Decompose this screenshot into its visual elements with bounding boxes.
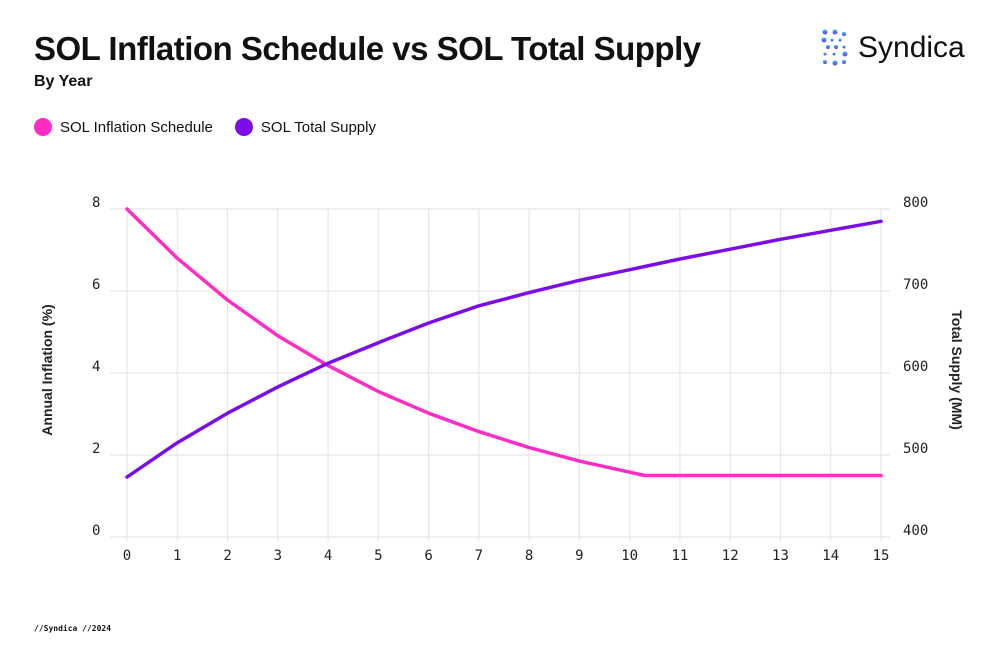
ticks: 0 1 2 3 4 5 6 7 8 9 10 11 12 13 14 15024684005006007008… [92, 195, 928, 564]
y-left-tick-label: 8 [92, 195, 100, 211]
series-line-inflation [125, 207, 883, 478]
y-right-tick-label: 800 [903, 195, 928, 211]
x-tick-label: 4 [324, 548, 332, 564]
x-tick-label: 10 [621, 548, 638, 564]
legend: SOL Inflation Schedule SOL Total Supply [34, 118, 376, 136]
x-tick-label: 15 [873, 548, 890, 564]
x-tick-label: 6 [424, 548, 432, 564]
syndica-logo-icon [821, 29, 848, 66]
chart-subtitle: By Year [34, 73, 93, 90]
x-tick-label: 7 [475, 548, 483, 564]
x-tick-label: 3 [274, 548, 282, 564]
legend-label-inflation: SOL Inflation Schedule [60, 118, 213, 136]
series-lines [125, 207, 883, 479]
x-tick-label: 0 [123, 548, 131, 564]
footer-text: //Syndica //2024 [34, 624, 112, 633]
chart-title: SOL Inflation Schedule vs SOL Total Supp… [34, 30, 701, 67]
x-tick-label: 12 [722, 548, 739, 564]
x-tick-label: 8 [525, 548, 533, 564]
syndica-logo: Syndica [820, 28, 965, 68]
legend-item-inflation: SOL Inflation Schedule [34, 118, 213, 136]
y-left-tick-label: 2 [92, 441, 100, 457]
grid [110, 208, 890, 541]
logo-text: Syndica [858, 31, 965, 64]
legend-label-supply: SOL Total Supply [260, 118, 376, 136]
x-tick-label: 1 [173, 548, 181, 564]
x-tick-label: 2 [223, 548, 231, 564]
y-right-tick-label: 400 [903, 523, 928, 539]
legend-item-supply: SOL Total Supply [234, 118, 376, 136]
x-tick-label: 14 [822, 548, 839, 564]
y-right-tick-label: 600 [903, 359, 928, 375]
y-left-axis-label: Annual Inflation (%) [39, 304, 55, 435]
legend-swatch-inflation [34, 118, 52, 136]
y-left-tick-label: 4 [92, 359, 100, 375]
legend-swatch-supply [234, 118, 253, 136]
x-tick-label: 13 [772, 548, 789, 564]
x-tick-label: 9 [575, 548, 583, 564]
x-tick-label: 5 [374, 548, 382, 564]
y-right-axis-label: Total Supply (MM) [949, 310, 965, 430]
y-right-tick-label: 700 [903, 277, 928, 293]
y-left-tick-label: 0 [92, 523, 100, 539]
x-tick-label: 11 [672, 548, 689, 564]
y-right-tick-label: 500 [903, 441, 928, 457]
series-line-supply [125, 219, 883, 479]
y-left-tick-label: 6 [92, 277, 100, 293]
